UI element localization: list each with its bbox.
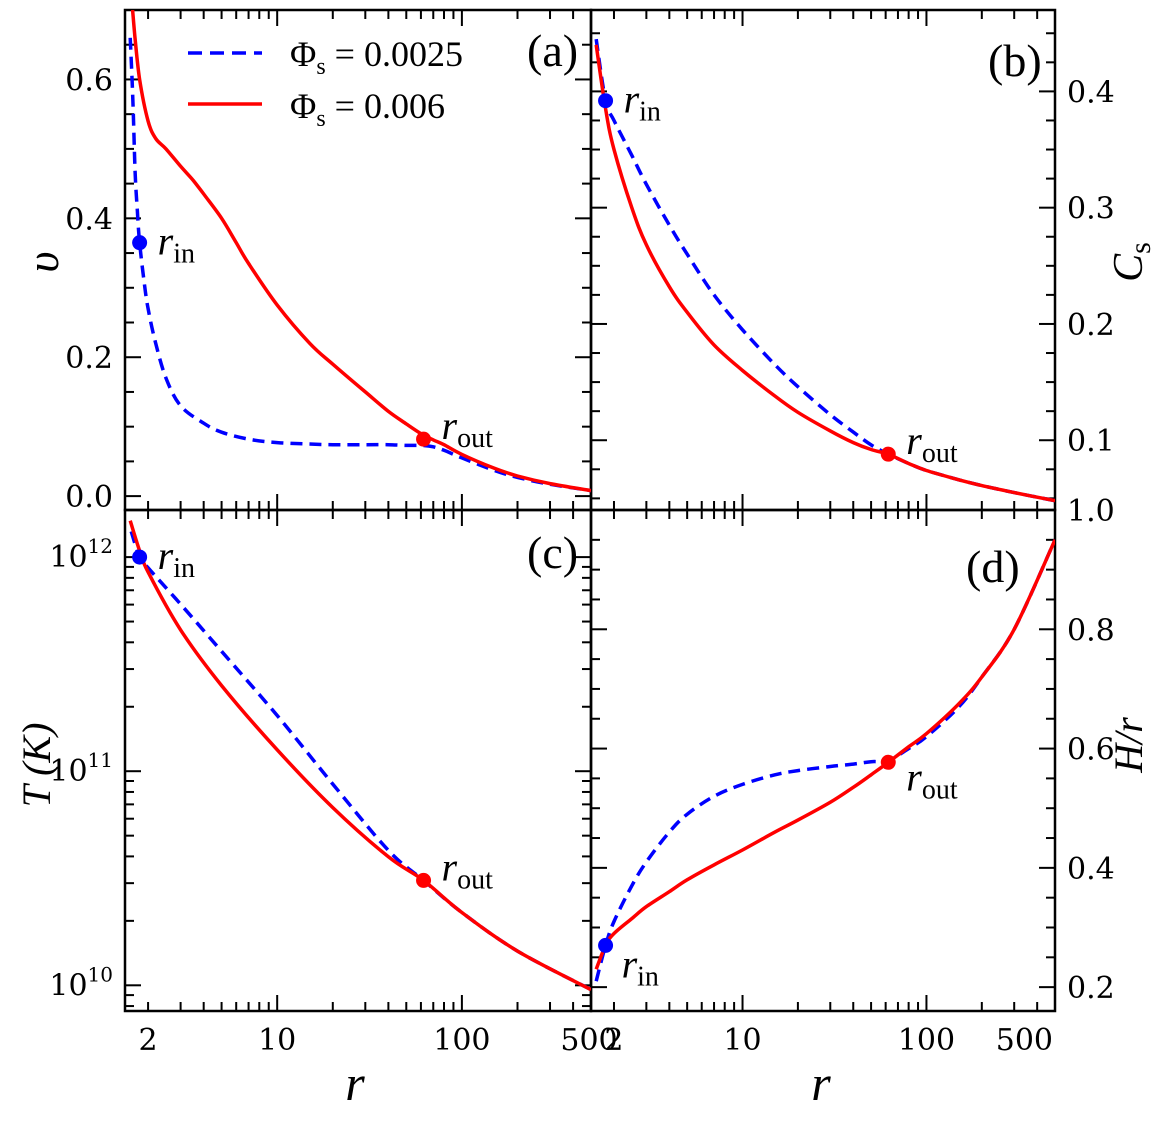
- annotation-r-out-b: rout: [906, 418, 958, 469]
- series-line-b-red: [594, 44, 1055, 503]
- y-tick-label-c: 1010: [49, 962, 113, 1003]
- y-tick-label-d: 0.2: [1067, 971, 1115, 1006]
- x-tick-label-c: 10: [258, 1023, 296, 1058]
- series-line-d-blue: [594, 539, 1055, 982]
- y-tick-label-a: 0.4: [65, 202, 113, 237]
- annotation-r-in-a: rin: [158, 219, 195, 270]
- y-tick-label-c: 1012: [49, 534, 113, 575]
- y-tick-label-b: 0.4: [1067, 75, 1115, 110]
- marker-r-in-b: [598, 93, 614, 109]
- y-axis-label-a: υ: [17, 251, 68, 272]
- panel-b-frame: [589, 8, 1057, 512]
- annotation-r-in-d: rin: [622, 941, 659, 992]
- y-tick-label-b: 0.1: [1067, 424, 1115, 459]
- panel-frames: [123, 8, 1057, 1013]
- panel-label-c: (c): [527, 527, 578, 578]
- series-line-d-red: [594, 539, 1055, 970]
- series-line-c-red: [128, 520, 591, 992]
- legend-label-red: Φs = 0.006: [290, 86, 445, 132]
- x-tick-label-d: 2: [604, 1023, 623, 1058]
- y-tick-label-d: 0.8: [1067, 613, 1115, 648]
- y-tick-label-a: 0.2: [65, 341, 113, 376]
- x-axis-label-left: r: [345, 1055, 365, 1111]
- x-tick-label-d: 10: [723, 1023, 761, 1058]
- point-markers: rin rout rin rout rin rout rin rout: [132, 77, 958, 992]
- series-line-b-blue: [594, 38, 1055, 503]
- panel-label-b: (b): [988, 35, 1042, 86]
- axis-ticks: [125, 9, 1056, 1011]
- marker-r-out-c: [416, 872, 432, 888]
- y-tick-label-d: 0.4: [1067, 852, 1115, 887]
- x-tick-label-d: 500: [996, 1023, 1053, 1058]
- legend: Φs = 0.0025 Φs = 0.006: [188, 34, 463, 132]
- y-tick-label-d: 1.0: [1067, 494, 1115, 529]
- y-tick-label-b: 0.3: [1067, 192, 1115, 227]
- marker-r-out-d: [880, 754, 896, 770]
- y-tick-label-a: 0.0: [65, 480, 113, 515]
- x-tick-label-c: 2: [139, 1023, 158, 1058]
- series-line-c-blue: [129, 530, 591, 992]
- panel-c-frame: [123, 508, 593, 1013]
- marker-r-in-c: [132, 549, 148, 565]
- panel-d-frame: [589, 508, 1057, 1013]
- marker-r-out-a: [416, 431, 432, 447]
- y-axis-label-d: H/r: [1106, 717, 1151, 774]
- x-tick-label-d: 100: [898, 1023, 955, 1058]
- series-line-a-red: [130, 10, 591, 493]
- panel-label-a: (a): [527, 25, 578, 76]
- y-tick-label-a: 0.6: [65, 63, 113, 98]
- marker-r-in-a: [132, 235, 148, 251]
- marker-r-out-b: [880, 446, 896, 462]
- y-tick-label-d: 0.6: [1067, 733, 1115, 768]
- annotation-r-out-c: rout: [442, 844, 494, 895]
- marker-r-in-d: [598, 937, 614, 953]
- annotation-r-in-b: rin: [624, 77, 661, 128]
- y-axis-label-c: T (K): [14, 723, 59, 808]
- y-axis-label-b: Cs: [1106, 242, 1157, 282]
- y-tick-label-c: 1011: [49, 748, 113, 789]
- x-axis-label-right: r: [811, 1055, 831, 1111]
- x-tick-label-c: 500: [560, 1023, 617, 1058]
- data-curves: [128, 10, 1055, 992]
- annotation-r-in-c: rin: [158, 533, 195, 584]
- x-tick-label-c: 100: [433, 1023, 490, 1058]
- tick-labels: 0.00.20.40.60.10.20.30.41010101110120.20…: [49, 63, 1114, 1058]
- annotation-r-out-d: rout: [906, 754, 958, 805]
- legend-label-blue: Φs = 0.0025: [290, 34, 463, 80]
- panel-label-d: (d): [966, 541, 1020, 592]
- y-tick-label-b: 0.2: [1067, 308, 1115, 343]
- annotation-r-out-a: rout: [442, 403, 494, 454]
